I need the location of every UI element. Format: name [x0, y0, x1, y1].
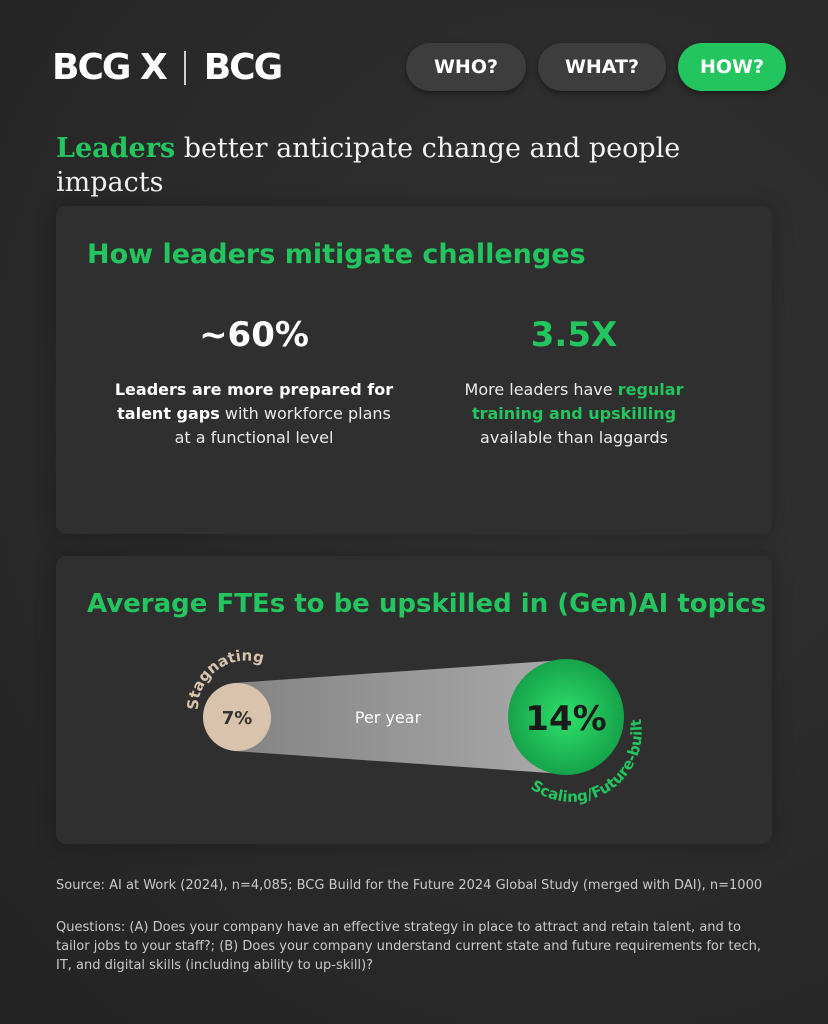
upskill-card: Average FTEs to be upskilled in (Gen)AI …	[56, 556, 772, 844]
bcg-logo: BCG	[203, 47, 283, 88]
stat-training-desc-post: available than laggards	[480, 428, 668, 447]
source-note: Source: AI at Work (2024), n=4,085; BCG …	[56, 878, 763, 893]
stat-training-desc-pre: More leaders have	[464, 380, 618, 399]
questions-note: Questions: (A) Does your company have an…	[56, 920, 761, 973]
headline-rest: better anticipate change and people impa…	[56, 133, 681, 198]
headline-accent: Leaders	[56, 133, 176, 164]
stat-prepared-desc-rest: with workforce plans at a functional lev…	[174, 404, 391, 447]
scaling-value: 14%	[525, 699, 606, 739]
stat-prepared-desc-bold: Leaders are more prepared for talent gap…	[114, 380, 394, 423]
stat-prepared: ~60% Leaders are more prepared for talen…	[114, 314, 394, 450]
stat-training-value: 3.5X	[530, 315, 618, 355]
stat-training-description: More leaders have regular training and u…	[434, 378, 714, 450]
upskill-graphic: 7% Per year 14% Stagnating Scaling/Futur…	[184, 647, 646, 806]
per-year-label: Per year	[355, 708, 422, 727]
stat-training-desc-green: regular training and upskilling	[471, 380, 684, 423]
stat-prepared-description: Leaders are more prepared for talent gap…	[114, 378, 394, 450]
stat-prepared-value: ~60%	[199, 315, 309, 355]
bcg-x-logo: BCG X	[52, 47, 168, 88]
page-headline: Leaders better anticipate change and peo…	[56, 132, 736, 200]
logo-divider	[183, 51, 186, 85]
connector-band	[234, 660, 564, 774]
nav-what-button[interactable]: WHAT?	[538, 43, 666, 91]
stagnating-value: 7%	[222, 708, 253, 729]
stagnating-circle	[203, 683, 271, 751]
nav-how-button[interactable]: HOW?	[678, 43, 786, 91]
mitigate-title: How leaders mitigate challenges	[87, 239, 586, 270]
mitigate-card: How leaders mitigate challenges ~60% Lea…	[56, 206, 772, 534]
scaling-circle	[508, 659, 624, 775]
nav-pills: WHO? WHAT? HOW?	[406, 43, 786, 91]
brand-logo: BCG X BCG	[52, 47, 283, 88]
upskill-title: Average FTEs to be upskilled in (Gen)AI …	[87, 589, 767, 619]
stat-training: 3.5X More leaders have regular training …	[434, 314, 714, 450]
nav-who-button[interactable]: WHO?	[406, 43, 526, 91]
